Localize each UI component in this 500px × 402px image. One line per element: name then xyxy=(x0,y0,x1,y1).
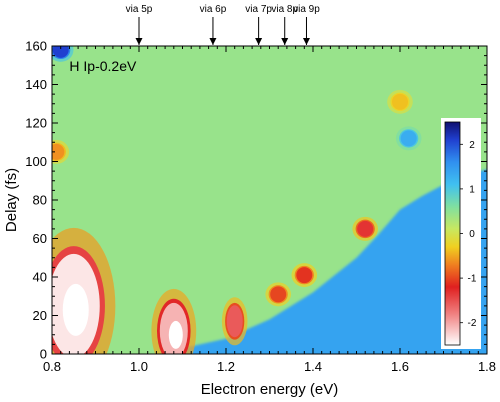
colorbar-tick-label: -1 xyxy=(468,274,477,285)
plot-area xyxy=(52,46,487,354)
annotation: via 6p xyxy=(200,4,227,45)
annotation: via 8p xyxy=(271,4,299,45)
annotation-label: via 6p xyxy=(200,4,227,15)
colorbar-tick-label: 0 xyxy=(469,229,475,240)
annotation: via 9p xyxy=(293,4,320,45)
x-tick-label: 1.4 xyxy=(304,359,322,374)
y-axis-label: Delay (fs) xyxy=(3,168,20,232)
x-axis-ticks: 0.8 1.0 1.2 1.4 1.6 1.8 xyxy=(43,46,496,374)
annotation-arrow-head xyxy=(209,38,217,45)
colorbar-tick-label: 2 xyxy=(469,140,475,151)
x-tick-label: 1.0 xyxy=(130,359,148,374)
annotation-arrow-head xyxy=(281,38,289,45)
heatmap-feature xyxy=(265,282,292,307)
feature-core xyxy=(52,143,65,160)
heatmap-feature xyxy=(151,288,197,354)
y-tick-label: 60 xyxy=(33,231,47,246)
feature-core xyxy=(392,93,408,110)
colorbar-tick-label: 1 xyxy=(469,184,475,195)
lower-right-region xyxy=(160,169,487,354)
colorbar: 2 1 0 -1 -2 xyxy=(441,118,481,349)
feature-core xyxy=(400,130,417,147)
y-tick-label: 120 xyxy=(25,116,47,131)
colorbar-gradient xyxy=(444,121,461,346)
y-tick-label: 40 xyxy=(33,270,47,285)
heatmap-features xyxy=(52,46,422,354)
heatmap-feature xyxy=(52,139,70,164)
feature-core xyxy=(226,305,243,338)
annotation-label: via 5p xyxy=(126,4,153,15)
heatmap-feature xyxy=(352,216,379,241)
heatmap-feature xyxy=(291,263,318,288)
heatmap-feature xyxy=(395,126,422,151)
y-tick-label: 140 xyxy=(25,77,47,92)
feature-core xyxy=(296,267,313,284)
inset-label: H Ip-0.2eV xyxy=(69,58,137,74)
annotation: via 5p xyxy=(126,4,153,45)
feature-core xyxy=(270,286,287,303)
y-tick-label: 0 xyxy=(40,347,47,362)
feature-core xyxy=(52,46,69,58)
feature-peak xyxy=(168,320,183,349)
heatmap-feature xyxy=(387,89,413,114)
annotation-label: via 7p xyxy=(245,4,272,15)
heatmap-feature xyxy=(52,46,74,62)
annotation: via 7p xyxy=(245,4,272,45)
x-tick-label: 0.8 xyxy=(43,359,61,374)
feature-core xyxy=(357,220,374,237)
annotation-label: via 9p xyxy=(293,4,320,15)
annotation-arrow-head xyxy=(255,38,263,45)
annotation-label: via 8p xyxy=(271,4,298,15)
heatmap-feature xyxy=(52,227,116,354)
y-tick-label: 160 xyxy=(25,39,47,54)
x-tick-label: 1.6 xyxy=(391,359,409,374)
y-tick-label: 80 xyxy=(33,193,47,208)
annotation-arrow-head xyxy=(135,38,143,45)
y-tick-label: 20 xyxy=(33,308,47,323)
y-tick-label: 100 xyxy=(25,154,47,169)
annotation-arrow-head xyxy=(302,38,310,45)
x-tick-label: 1.2 xyxy=(217,359,235,374)
feature-peak xyxy=(62,283,89,336)
colorbar-ticks: 2 1 0 -1 -2 xyxy=(460,140,477,329)
x-tick-label: 1.8 xyxy=(478,359,496,374)
heatmap-feature xyxy=(221,297,248,346)
colorbar-tick-label: -2 xyxy=(468,318,477,329)
x-axis-label: Electron energy (eV) xyxy=(201,381,339,398)
